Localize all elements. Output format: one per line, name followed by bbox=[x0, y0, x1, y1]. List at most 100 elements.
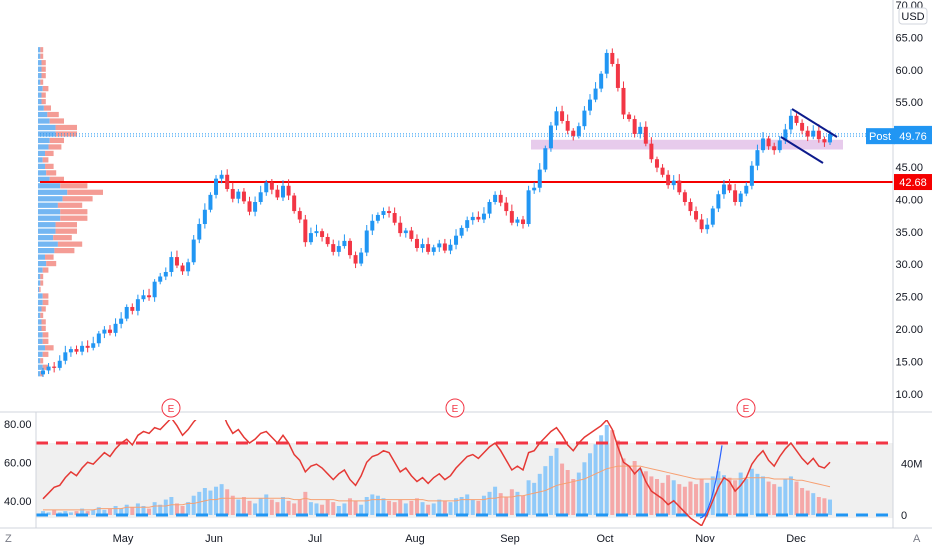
candle-body bbox=[364, 230, 369, 253]
volume-bar bbox=[102, 509, 107, 515]
volume-bar bbox=[705, 482, 710, 515]
price-tick-label: 10.00 bbox=[895, 389, 923, 401]
volume-bar bbox=[749, 468, 754, 515]
candle-body bbox=[80, 345, 85, 352]
candle-body bbox=[353, 255, 358, 264]
candle-body bbox=[297, 211, 302, 220]
candle-body bbox=[325, 236, 330, 245]
volume-profile-bar-down bbox=[46, 170, 57, 176]
volume-profile-bar-down bbox=[60, 215, 88, 221]
volume-profile-bar-down bbox=[42, 157, 49, 163]
time-tick-label: Dec bbox=[786, 533, 806, 545]
volume-profile-bar-up bbox=[38, 144, 49, 150]
candle-body bbox=[403, 230, 408, 234]
volume-profile-bar-up bbox=[38, 66, 42, 72]
candle-body bbox=[761, 138, 766, 151]
volume-bar bbox=[654, 479, 659, 515]
volume-profile-bar-down bbox=[41, 66, 46, 72]
post-price-tag: 49.76 bbox=[899, 131, 927, 143]
candle-body bbox=[107, 329, 112, 333]
volume-profile-bar-up bbox=[38, 358, 41, 364]
volume-bar bbox=[297, 499, 302, 515]
volume-bar bbox=[465, 494, 470, 515]
candle-body bbox=[46, 366, 51, 371]
candle-body bbox=[191, 239, 196, 263]
volume-profile-bar-down bbox=[41, 73, 46, 79]
candle-body bbox=[459, 227, 464, 236]
candle-body bbox=[431, 247, 436, 252]
candle-body bbox=[576, 126, 581, 136]
volume-bar bbox=[560, 463, 565, 515]
volume-bar bbox=[716, 471, 721, 515]
candle-body bbox=[85, 345, 90, 348]
candle-body bbox=[437, 243, 442, 248]
volume-profile-bar-down bbox=[42, 332, 49, 338]
volume-bar bbox=[107, 508, 112, 515]
volume-profile-bar-up bbox=[38, 299, 43, 306]
price-tick-label: 40.00 bbox=[895, 194, 923, 206]
volume-bar bbox=[219, 484, 224, 515]
volume-profile-bar-down bbox=[41, 319, 46, 325]
candle-body bbox=[694, 211, 699, 220]
volume-bar bbox=[643, 471, 648, 515]
volume-bar bbox=[387, 500, 392, 515]
volume-bar bbox=[275, 502, 280, 515]
candle-body bbox=[710, 208, 715, 225]
candle-body bbox=[822, 139, 827, 143]
candle-body bbox=[677, 180, 682, 193]
candle-body bbox=[615, 63, 620, 88]
volume-bar bbox=[515, 491, 520, 515]
candle-body bbox=[135, 299, 140, 311]
volume-bar bbox=[615, 440, 620, 515]
price-pane[interactable] bbox=[38, 47, 893, 377]
candle-body bbox=[632, 119, 637, 134]
volume-profile-bar-up bbox=[38, 209, 61, 215]
volume-profile-bar-down bbox=[55, 131, 77, 137]
volume-profile-bar-down bbox=[42, 86, 49, 92]
volume-bar bbox=[186, 502, 191, 515]
volume-bar bbox=[46, 512, 51, 515]
candle-body bbox=[303, 219, 308, 243]
volume-profile-bar-up bbox=[38, 306, 42, 312]
volume-bar bbox=[738, 472, 743, 515]
volume-bar bbox=[163, 499, 168, 515]
candle-body bbox=[654, 159, 659, 168]
channel-upper-line bbox=[791, 108, 838, 138]
volume-profile-bar-down bbox=[54, 248, 75, 254]
post-price-tag-bg bbox=[894, 128, 932, 145]
volume-bar bbox=[392, 502, 397, 515]
volume-profile-bar-down bbox=[40, 358, 44, 364]
channel-lower-line bbox=[780, 136, 824, 164]
volume-profile bbox=[38, 47, 103, 377]
candle-body bbox=[749, 165, 754, 186]
candle-body bbox=[470, 216, 475, 221]
earnings-marker-label: E bbox=[452, 404, 459, 415]
candle-body bbox=[587, 99, 592, 111]
volume-bar bbox=[504, 497, 509, 515]
oscillator-line bbox=[699, 445, 723, 519]
candle-body bbox=[375, 214, 380, 221]
candle-body bbox=[671, 180, 676, 186]
volume-bar bbox=[481, 495, 486, 515]
candle-body bbox=[560, 111, 565, 121]
volume-bar bbox=[202, 488, 207, 515]
volume-profile-bar-up bbox=[38, 79, 41, 85]
volume-bar bbox=[308, 502, 313, 515]
indicator-pane[interactable] bbox=[36, 408, 893, 526]
candle-body bbox=[788, 115, 793, 130]
candle-body bbox=[721, 184, 726, 195]
volume-profile-bar-down bbox=[42, 293, 49, 299]
candle-body bbox=[521, 219, 526, 225]
price-tick-label: 45.00 bbox=[895, 162, 923, 174]
volume-bar bbox=[420, 502, 425, 515]
price-tick-label: 35.00 bbox=[895, 227, 923, 239]
candle-body bbox=[420, 244, 425, 248]
indicator-left-tick: 60.00 bbox=[4, 457, 32, 469]
time-tick-label: Nov bbox=[695, 533, 715, 545]
candle-body bbox=[543, 148, 548, 170]
candle-body bbox=[124, 306, 129, 319]
price-tick-label: 55.00 bbox=[895, 97, 923, 109]
volume-bar bbox=[521, 495, 526, 515]
